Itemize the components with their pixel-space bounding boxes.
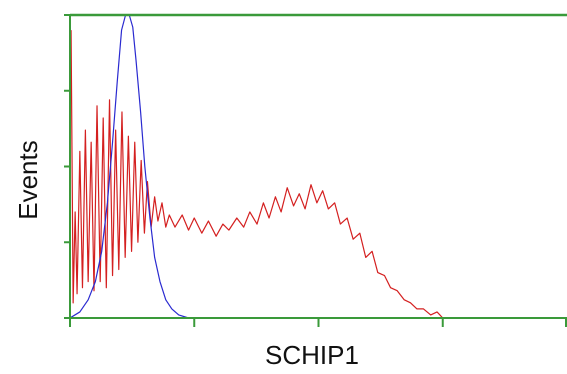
series-line (70, 30, 567, 319)
x-axis-label: SCHIP1 (265, 340, 359, 370)
plot-area (70, 14, 567, 319)
series-line (70, 14, 200, 319)
y-axis-label: Events (13, 140, 43, 220)
